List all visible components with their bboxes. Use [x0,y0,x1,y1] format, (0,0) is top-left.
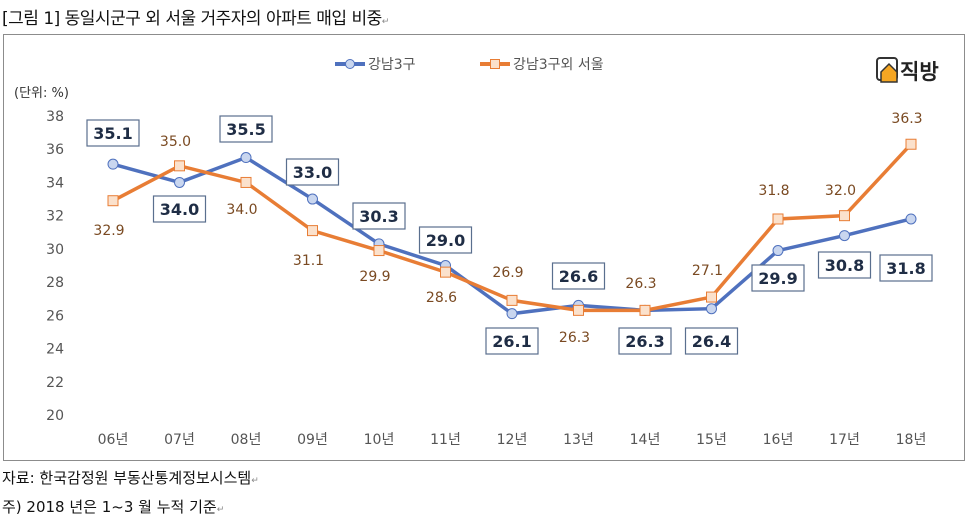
data-label-box [285,158,340,186]
data-point-other-seoul [905,138,917,150]
data-label-other-seoul: 26.3 [625,276,656,292]
data-label-box [618,327,672,355]
data-label-box [352,202,406,230]
data-label-other-seoul: 32.9 [93,223,124,239]
y-tick-label: 38 [46,109,64,125]
data-point-other-seoul [440,266,451,278]
data-point-other-seoul [107,195,119,207]
data-point-other-seoul [240,176,252,188]
y-tick-label: 22 [46,375,64,391]
data-label-gangnam: 33.0 [293,163,332,182]
data-label-gangnam: 26.1 [492,332,531,351]
x-tick-label: 12년 [497,432,528,448]
x-tick-label: 13년 [563,432,594,448]
data-label-gangnam: 26.3 [625,332,664,351]
x-tick-label: 06년 [98,432,129,448]
data-point-gangnam [240,152,252,164]
y-tick-label: 32 [46,209,64,225]
data-point-other-seoul [772,213,784,225]
brand-logo-house [880,62,898,83]
data-label-box [152,195,207,223]
data-point-gangnam [905,213,917,225]
data-point-gangnam [174,176,185,188]
x-tick-label: 08년 [231,432,262,448]
data-label-other-seoul: 35.0 [160,134,191,150]
source-note: 자료: 한국감정원 부동산통계정보시스템↵ [2,469,259,487]
brand-name: 직방 [900,60,939,84]
data-point-gangnam [706,303,717,315]
data-point-gangnam [107,158,119,170]
data-label-box [817,251,872,279]
data-label-box [751,264,805,292]
data-label-box [86,119,140,147]
x-tick-label: 17년 [829,432,860,448]
unit-label: (단위: %) [14,86,69,101]
data-label-box [485,327,539,355]
data-label-other-seoul: 27.1 [692,263,723,279]
data-point-gangnam [307,193,318,205]
legend-label-1: 강남3구외 서울 [513,57,604,73]
y-tick-label: 24 [46,342,64,358]
data-point-other-seoul [307,225,318,237]
x-tick-label: 07년 [164,432,195,448]
data-label-other-seoul: 26.9 [492,265,523,281]
footnote: 주) 2018 년은 1~3 월 누적 기준↵ [2,498,225,516]
y-tick-label: 20 [46,408,64,424]
x-tick-label: 16년 [763,432,794,448]
legend-label-0: 강남3구 [368,57,416,73]
data-point-other-seoul [573,304,584,316]
data-label-other-seoul: 31.8 [758,183,789,199]
data-label-gangnam: 30.8 [825,256,864,275]
y-tick-label: 28 [46,275,64,291]
y-tick-label: 30 [46,242,64,258]
data-label-box [219,115,273,143]
data-label-gangnam: 35.1 [93,124,132,143]
legend-marker-square [490,59,500,69]
data-label-other-seoul: 26.3 [559,330,590,346]
line-chart: 20 22 24 26 28 30 32 34 36 38 06년 07년 08년 09년 10년 11년 12… [14,57,939,448]
data-label-other-seoul: 32.0 [825,183,856,199]
data-point-other-seoul [373,245,385,257]
y-tick-label: 36 [46,142,64,158]
y-tick-label: 26 [46,308,64,324]
data-label-gangnam: 30.3 [359,207,398,226]
data-point-other-seoul [174,160,185,172]
data-point-other-seoul [706,291,717,303]
data-label-box [551,262,606,290]
legend-marker-circle [345,59,355,69]
x-tick-label: 18년 [896,432,927,448]
data-point-other-seoul [506,294,518,306]
data-point-gangnam [772,245,784,257]
data-label-other-seoul: 31.1 [293,253,324,269]
data-label-gangnam: 35.5 [226,120,265,139]
data-point-other-seoul [639,304,651,316]
figure-title: [그림 1] 동일시군구 외 서울 거주자의 아파트 매입 비중↵ [2,9,389,29]
x-tick-label: 14년 [630,432,661,448]
data-label-box [684,327,739,355]
data-label-gangnam: 26.6 [559,267,598,286]
y-tick-label: 34 [46,175,64,191]
data-label-other-seoul: 34.0 [226,202,257,218]
data-label-box [879,254,933,282]
data-label-gangnam: 29.9 [758,269,797,288]
data-label-gangnam: 31.8 [886,259,925,278]
data-point-gangnam [839,230,850,242]
data-label-gangnam: 29.0 [426,231,465,250]
data-label-gangnam: 34.0 [160,200,199,219]
data-point-other-seoul [839,210,850,222]
data-label-other-seoul: 29.9 [359,269,390,285]
data-label-box [418,226,473,254]
data-label-gangnam: 26.4 [692,332,731,351]
data-label-other-seoul: 28.6 [426,290,457,306]
x-tick-label: 10년 [364,432,395,448]
x-tick-label: 09년 [297,432,328,448]
x-tick-label: 15년 [696,432,727,448]
data-label-other-seoul: 36.3 [891,111,922,127]
data-point-gangnam [506,308,518,320]
x-tick-label: 11년 [430,432,461,448]
chart-frame [3,34,965,461]
